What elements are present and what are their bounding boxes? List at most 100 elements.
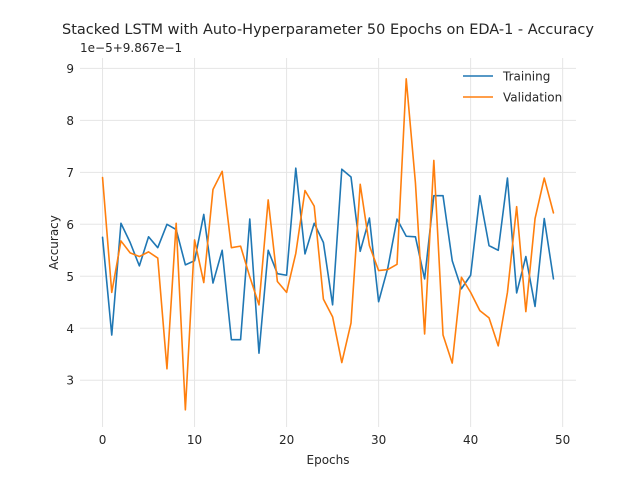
data-point-training <box>239 338 241 340</box>
data-point-training <box>267 249 269 251</box>
data-point-training <box>506 177 508 179</box>
series-line-training <box>101 167 555 355</box>
data-point-training <box>111 334 113 336</box>
data-point-validation <box>230 246 232 248</box>
data-point-validation <box>304 189 306 191</box>
data-point-training <box>552 278 554 280</box>
data-point-validation <box>387 268 389 270</box>
data-point-validation <box>506 291 508 293</box>
x-tick-label: 40 <box>463 433 478 447</box>
data-point-validation <box>239 245 241 247</box>
data-point-validation <box>295 252 297 254</box>
data-point-validation <box>469 291 471 293</box>
data-point-training <box>184 264 186 266</box>
x-tick-label: 10 <box>187 433 202 447</box>
data-point-validation <box>497 345 499 347</box>
x-tick-label: 50 <box>555 433 570 447</box>
legend-label-training: Training <box>502 70 550 84</box>
data-point-validation <box>359 183 361 185</box>
data-point-validation <box>203 281 205 283</box>
data-point-training <box>414 236 416 238</box>
data-point-validation <box>147 251 149 253</box>
data-point-validation <box>433 159 435 161</box>
data-point-training <box>515 292 517 294</box>
data-point-validation <box>396 263 398 265</box>
data-point-training <box>543 217 545 219</box>
data-point-validation <box>368 244 370 246</box>
data-point-validation <box>479 309 481 311</box>
y-tick-label: 6 <box>66 218 74 232</box>
data-point-training <box>405 235 407 237</box>
data-point-training <box>396 218 398 220</box>
data-point-training <box>285 274 287 276</box>
data-point-validation <box>285 291 287 293</box>
x-tick-label: 30 <box>371 433 386 447</box>
data-point-validation <box>221 170 223 172</box>
legend-label-validation: Validation <box>503 91 562 105</box>
data-point-training <box>331 304 333 306</box>
data-point-validation <box>488 317 490 319</box>
y-tick-label: 9 <box>66 62 74 76</box>
data-point-training <box>488 244 490 246</box>
data-point-validation <box>138 255 140 257</box>
series-layer <box>101 77 555 411</box>
y-axis-label: Accuracy <box>47 215 61 270</box>
data-point-validation <box>184 409 186 411</box>
data-point-validation <box>175 222 177 224</box>
data-point-training <box>534 305 536 307</box>
data-point-training <box>368 217 370 219</box>
data-point-training <box>147 236 149 238</box>
x-tick-label: 20 <box>279 433 294 447</box>
data-point-training <box>101 236 103 238</box>
data-point-training <box>221 249 223 251</box>
data-point-validation <box>331 316 333 318</box>
data-point-training <box>525 255 527 257</box>
data-point-training <box>249 218 251 220</box>
data-point-training <box>497 249 499 251</box>
data-point-training <box>442 195 444 197</box>
data-point-validation <box>129 252 131 254</box>
data-point-training <box>341 168 343 170</box>
x-axis-label: Epochs <box>307 453 350 467</box>
data-point-training <box>138 265 140 267</box>
data-point-validation <box>405 78 407 80</box>
data-point-training <box>350 176 352 178</box>
data-point-validation <box>451 362 453 364</box>
data-point-validation <box>423 333 425 335</box>
data-point-validation <box>414 182 416 184</box>
data-point-training <box>258 352 260 354</box>
data-point-validation <box>313 205 315 207</box>
data-point-training <box>157 246 159 248</box>
data-point-training <box>212 282 214 284</box>
y-tick-label: 8 <box>66 114 74 128</box>
data-point-training <box>359 250 361 252</box>
data-point-validation <box>193 239 195 241</box>
y-axis-ticks: 3 4 5 6 7 8 9 <box>66 62 74 388</box>
data-point-training <box>304 253 306 255</box>
data-point-validation <box>543 177 545 179</box>
y-tick-label: 5 <box>66 270 74 284</box>
data-point-validation <box>249 276 251 278</box>
data-point-validation <box>166 368 168 370</box>
data-point-validation <box>552 212 554 214</box>
legend: Training Validation <box>463 70 562 105</box>
data-point-validation <box>101 176 103 178</box>
data-point-training <box>230 338 232 340</box>
data-point-training <box>377 301 379 303</box>
x-axis-ticks: 0 10 20 30 40 50 <box>99 433 571 447</box>
plot-area <box>80 58 576 427</box>
data-point-training <box>469 274 471 276</box>
data-point-validation <box>525 310 527 312</box>
data-point-validation <box>322 298 324 300</box>
data-point-validation <box>341 361 343 363</box>
y-tick-label: 4 <box>66 322 74 336</box>
data-point-validation <box>258 304 260 306</box>
data-point-training <box>322 241 324 243</box>
data-point-validation <box>157 257 159 259</box>
data-point-validation <box>377 269 379 271</box>
y-offset-text: 1e−5+9.867e−1 <box>80 41 182 55</box>
data-point-training <box>120 222 122 224</box>
y-tick-label: 7 <box>66 166 74 180</box>
data-point-training <box>423 278 425 280</box>
